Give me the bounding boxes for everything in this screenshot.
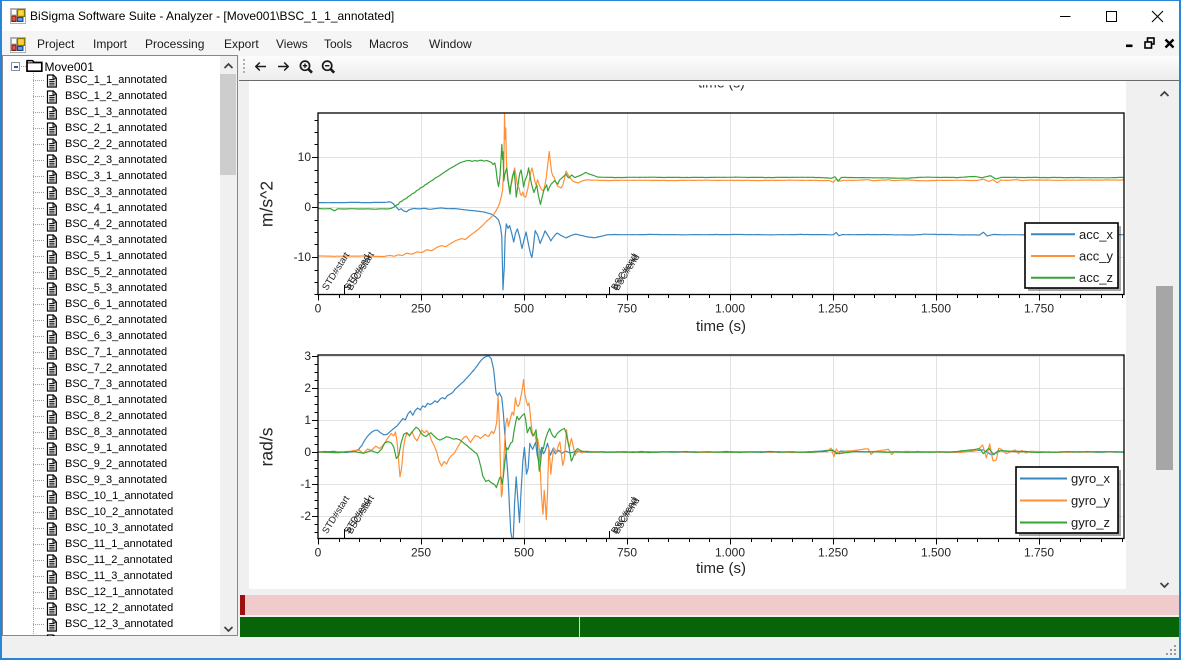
svg-text:-10: -10 bbox=[294, 250, 312, 264]
svg-text:0: 0 bbox=[304, 200, 311, 214]
svg-text:acc_z: acc_z bbox=[1079, 270, 1113, 285]
svg-text:3: 3 bbox=[304, 349, 311, 363]
svg-text:acc_x: acc_x bbox=[1079, 227, 1113, 242]
svg-text:250: 250 bbox=[411, 302, 431, 316]
svg-text:time (s): time (s) bbox=[696, 560, 746, 577]
svg-text:rad/s: rad/s bbox=[257, 427, 277, 466]
svg-text:500: 500 bbox=[514, 302, 534, 316]
svg-text:0: 0 bbox=[304, 445, 311, 459]
svg-text:gyro_x: gyro_x bbox=[1071, 471, 1111, 486]
svg-text:1.750: 1.750 bbox=[1024, 546, 1054, 560]
svg-text:2: 2 bbox=[304, 381, 311, 395]
svg-text:gyro_y: gyro_y bbox=[1071, 493, 1111, 508]
svg-text:750: 750 bbox=[617, 302, 637, 316]
svg-text:750: 750 bbox=[617, 546, 637, 560]
svg-text:1.500: 1.500 bbox=[921, 546, 951, 560]
svg-text:1.000: 1.000 bbox=[715, 546, 745, 560]
svg-text:1.750: 1.750 bbox=[1024, 302, 1054, 316]
svg-text:0: 0 bbox=[315, 546, 322, 560]
svg-text:1.250: 1.250 bbox=[818, 302, 848, 316]
svg-text:-2: -2 bbox=[300, 509, 311, 523]
svg-text:1.000: 1.000 bbox=[715, 302, 745, 316]
svg-text:250: 250 bbox=[411, 546, 431, 560]
svg-text:time (s): time (s) bbox=[696, 318, 746, 335]
svg-text:1: 1 bbox=[304, 413, 311, 427]
svg-text:acc_y: acc_y bbox=[1079, 249, 1113, 264]
svg-text:-1: -1 bbox=[300, 477, 311, 491]
svg-text:1.250: 1.250 bbox=[818, 546, 848, 560]
svg-text:gyro_z: gyro_z bbox=[1071, 515, 1110, 530]
svg-text:500: 500 bbox=[514, 546, 534, 560]
svg-text:1.500: 1.500 bbox=[921, 302, 951, 316]
svg-text:0: 0 bbox=[315, 302, 322, 316]
svg-text:10: 10 bbox=[298, 150, 312, 164]
svg-text:m/s^2: m/s^2 bbox=[257, 181, 277, 227]
svg-text:time (s): time (s) bbox=[698, 81, 745, 91]
